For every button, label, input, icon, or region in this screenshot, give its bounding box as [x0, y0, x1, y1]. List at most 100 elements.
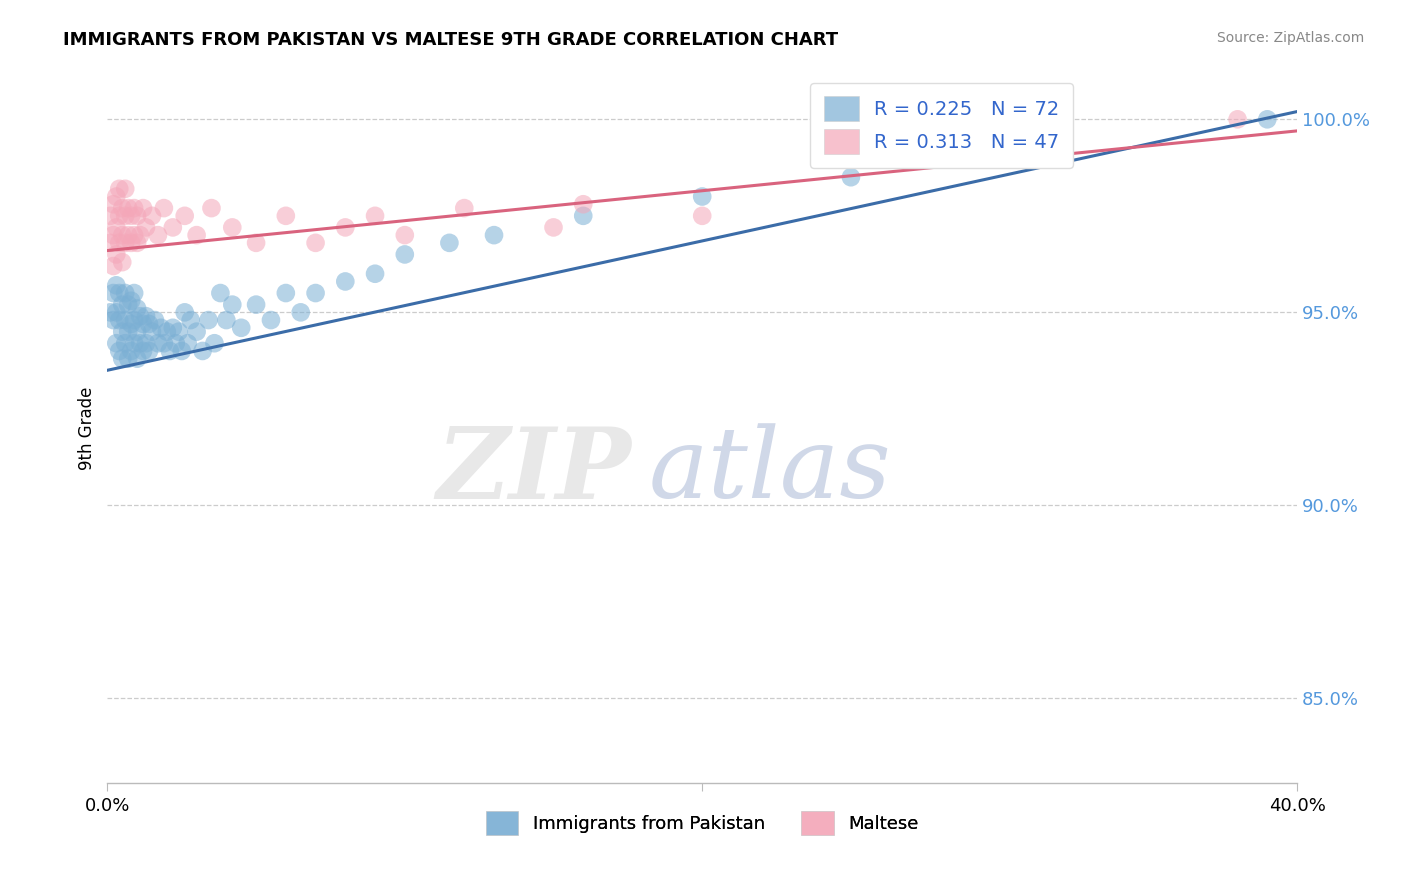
Point [364, 267, 387, 281]
Point [105, 336, 128, 351]
Point [215, 313, 238, 327]
Point [117, 325, 139, 339]
Point [221, 298, 243, 312]
Point [120, 317, 142, 331]
Point [690, 189, 713, 203]
Point [149, 320, 172, 334]
Point [453, 201, 475, 215]
Point [132, 201, 155, 215]
Point [122, 336, 145, 351]
Point [135, 336, 157, 351]
Point [170, 343, 193, 358]
Point [108, 235, 131, 250]
Point [204, 336, 226, 351]
Point [245, 235, 267, 250]
Point [108, 343, 131, 358]
Point [200, 201, 222, 215]
Point [120, 293, 142, 308]
Point [173, 209, 195, 223]
Point [394, 228, 416, 243]
Point [132, 343, 155, 358]
Point [543, 220, 565, 235]
Point [108, 313, 131, 327]
Point [335, 275, 357, 289]
Point [274, 286, 297, 301]
Point [180, 313, 202, 327]
Point [304, 286, 326, 301]
Point [111, 325, 134, 339]
Point [260, 313, 283, 327]
Point [186, 325, 208, 339]
Point [105, 278, 128, 293]
Point [122, 228, 145, 243]
Point [173, 305, 195, 319]
Point [122, 313, 145, 327]
Point [132, 317, 155, 331]
Point [146, 228, 169, 243]
Point [114, 209, 136, 223]
Point [153, 336, 176, 351]
Point [394, 247, 416, 261]
Point [105, 305, 128, 319]
Point [839, 170, 862, 185]
Point [127, 301, 149, 316]
Point [120, 209, 142, 223]
Point [129, 228, 152, 243]
Point [138, 343, 160, 358]
Point [114, 336, 136, 351]
Point [221, 220, 243, 235]
Point [103, 313, 125, 327]
Point [122, 286, 145, 301]
Point [245, 298, 267, 312]
Point [111, 351, 134, 366]
Point [117, 351, 139, 366]
Point [159, 343, 181, 358]
Y-axis label: 9th Grade: 9th Grade [79, 386, 96, 470]
Point [98, 209, 121, 223]
Point [1256, 112, 1278, 127]
Point [162, 320, 184, 334]
Point [111, 201, 134, 215]
Point [129, 309, 152, 323]
Point [135, 220, 157, 235]
Text: IMMIGRANTS FROM PAKISTAN VS MALTESE 9TH GRADE CORRELATION CHART: IMMIGRANTS FROM PAKISTAN VS MALTESE 9TH … [63, 31, 838, 49]
Point [186, 228, 208, 243]
Point [114, 182, 136, 196]
Point [122, 201, 145, 215]
Point [335, 220, 357, 235]
Point [143, 313, 166, 327]
Point [162, 220, 184, 235]
Point [103, 286, 125, 301]
Point [117, 298, 139, 312]
Point [105, 220, 128, 235]
Point [108, 182, 131, 196]
Point [127, 325, 149, 339]
Point [111, 228, 134, 243]
Text: ZIP: ZIP [436, 423, 631, 519]
Point [146, 336, 169, 351]
Point [108, 209, 131, 223]
Point [111, 255, 134, 269]
Point [103, 259, 125, 273]
Point [103, 197, 125, 211]
Point [141, 325, 163, 339]
Text: atlas: atlas [648, 423, 891, 518]
Point [103, 228, 125, 243]
Point [167, 325, 190, 339]
Point [176, 336, 198, 351]
Point [114, 286, 136, 301]
Point [197, 313, 219, 327]
Point [114, 235, 136, 250]
Point [117, 228, 139, 243]
Point [690, 209, 713, 223]
Point [108, 286, 131, 301]
Point [1226, 112, 1249, 127]
Point [304, 235, 326, 250]
Point [191, 343, 214, 358]
Point [129, 336, 152, 351]
Point [156, 325, 179, 339]
Point [127, 209, 149, 223]
Point [114, 313, 136, 327]
Point [98, 235, 121, 250]
Point [1018, 151, 1040, 165]
